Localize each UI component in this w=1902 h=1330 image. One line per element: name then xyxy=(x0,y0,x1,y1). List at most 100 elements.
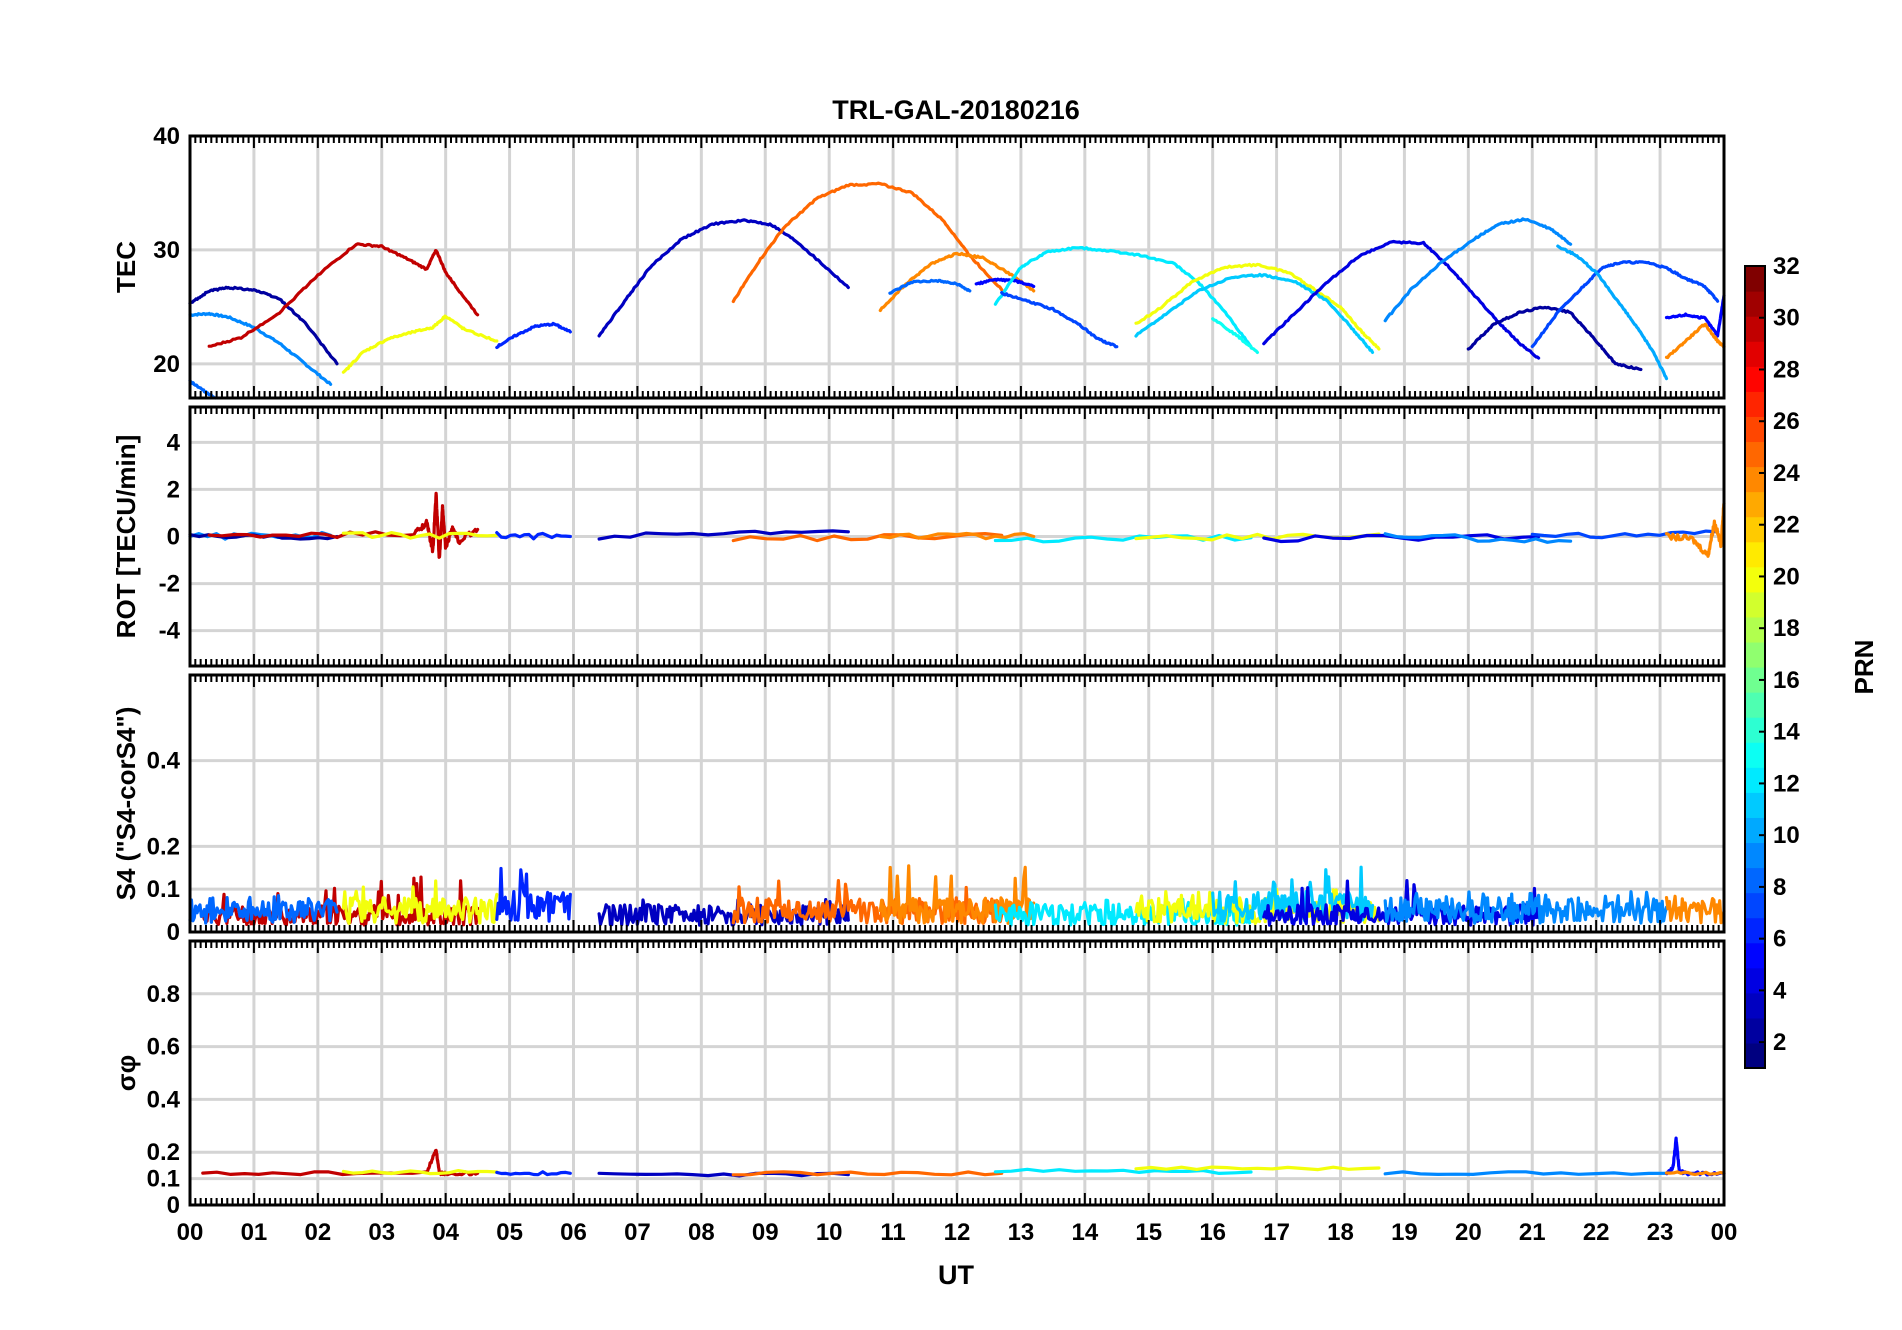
y-tick-label: 0.4 xyxy=(147,1086,181,1113)
colorbar-cell xyxy=(1745,892,1765,919)
x-tick-label: 08 xyxy=(688,1219,715,1246)
minor-ticks xyxy=(189,407,1725,666)
series-prn-3 xyxy=(597,1171,850,1178)
x-tick-label: 14 xyxy=(1071,1219,1098,1246)
series-prn-25 xyxy=(731,181,1004,304)
series-prn-6 xyxy=(495,1170,572,1177)
x-tick-label: 21 xyxy=(1519,1219,1546,1246)
series-prn-25 xyxy=(731,1170,1004,1177)
colorbar-tick-label: 8 xyxy=(1773,874,1786,901)
series-prn-24 xyxy=(1664,501,1726,558)
x-tick-label: 00 xyxy=(177,1219,204,1246)
colorbar-cell xyxy=(1745,291,1765,317)
series-prn-3 xyxy=(597,218,850,338)
colorbar-tick-label: 14 xyxy=(1773,719,1800,746)
x-tick-label: 18 xyxy=(1327,1219,1354,1246)
y-axis-label-s4: S4 ("S4-corS4") xyxy=(111,707,141,901)
x-axis-label: UT xyxy=(938,1260,974,1290)
y-axis-label-sigma: σφ xyxy=(111,1055,141,1091)
y-tick-label: 0.1 xyxy=(147,876,180,903)
y-tick-label: 0.2 xyxy=(147,833,180,860)
series-prn-30 xyxy=(201,1148,480,1177)
x-tick-label: 19 xyxy=(1391,1219,1418,1246)
series-prn-7 xyxy=(1530,529,1720,540)
series-group xyxy=(188,864,1726,927)
x-tick-label: 13 xyxy=(1008,1219,1035,1246)
y-tick-label: 2 xyxy=(167,476,180,503)
series-prn-9 xyxy=(1383,217,1573,323)
series-prn-20 xyxy=(341,314,499,374)
x-tick-label: 03 xyxy=(368,1219,395,1246)
x-tick-labels: 00 01 02 03 04 05 06 07 08 09 10 11 12 13 14 15 16 17 18 19… xyxy=(177,1219,1738,1246)
series-prn-5 xyxy=(1664,293,1726,338)
panel-tec: 20 30 40 TEC xyxy=(111,123,1726,400)
series-prn-24 xyxy=(1664,1170,1726,1177)
colorbar-cell xyxy=(1745,942,1765,969)
series-prn-12 xyxy=(993,246,1253,349)
x-tick-label: 05 xyxy=(496,1219,523,1246)
colorbar-cell xyxy=(1745,316,1765,342)
colorbar-tick-label: 2 xyxy=(1773,1029,1786,1056)
x-tick-label: 11 xyxy=(880,1219,905,1246)
colorbar-cell xyxy=(1745,967,1765,994)
y-tick-label: 0 xyxy=(167,524,180,551)
y-tick-label: 0.2 xyxy=(147,1139,180,1166)
series-prn-5 xyxy=(1664,1136,1726,1177)
series-group xyxy=(201,1136,1726,1178)
chart-title: TRL-GAL-20180216 xyxy=(832,95,1080,125)
colorbar-cell xyxy=(1745,867,1765,894)
x-tick-label: 07 xyxy=(624,1219,651,1246)
x-tick-label: 17 xyxy=(1263,1219,1290,1246)
series-prn-20 xyxy=(341,531,499,540)
colorbar-tick-label: 22 xyxy=(1773,512,1800,539)
x-tick-label: 06 xyxy=(560,1219,587,1246)
colorbar-cell xyxy=(1745,441,1765,468)
colorbar-tick-label: 12 xyxy=(1773,770,1800,797)
colorbar-cell xyxy=(1745,491,1765,518)
x-tick-label: 23 xyxy=(1647,1219,1674,1246)
y-tick-label: 40 xyxy=(153,123,180,150)
y-tick-label: 0.8 xyxy=(147,981,180,1008)
series-prn-20 xyxy=(1134,1165,1381,1172)
x-tick-label: 01 xyxy=(241,1219,268,1246)
series-prn-10 xyxy=(1556,244,1669,381)
y-tick-label: 0 xyxy=(167,1192,180,1219)
y-tick-label: -4 xyxy=(159,618,181,645)
series-group xyxy=(188,491,1726,559)
colorbar-cell xyxy=(1745,466,1765,493)
minor-ticks xyxy=(189,675,1725,932)
colorbar-cell xyxy=(1745,566,1765,593)
series-prn-24 xyxy=(878,864,1036,925)
colorbar-cell xyxy=(1745,917,1765,944)
colorbar-cell xyxy=(1745,667,1765,693)
series-prn-20 xyxy=(1134,262,1381,351)
series-prn-7 xyxy=(1000,291,1119,349)
colorbar-tick-label: 28 xyxy=(1773,356,1800,383)
colorbar-tick-label: 16 xyxy=(1773,667,1800,694)
y-axis-label-rot: ROT [TECU/min] xyxy=(111,435,141,639)
colorbar-cell xyxy=(1745,391,1765,417)
colorbar-cell xyxy=(1745,692,1765,718)
colorbar-tick-label: 26 xyxy=(1773,408,1800,435)
colorbar-cell xyxy=(1745,742,1765,768)
panel-rot: -4 -2 0 2 4 ROT [TECU/min] xyxy=(111,405,1726,668)
minor-ticks xyxy=(189,136,1725,398)
colorbar-cell xyxy=(1745,842,1765,869)
y-tick-label: 0.6 xyxy=(147,1034,180,1061)
y-tick-label: 0 xyxy=(167,919,180,946)
x-tick-label: 16 xyxy=(1199,1219,1226,1246)
series-prn-24 xyxy=(1664,894,1726,925)
x-tick-label: 20 xyxy=(1455,1219,1482,1246)
series-prn-8 xyxy=(888,278,972,295)
series-prn-6 xyxy=(495,866,572,923)
panel-s4: 0 0.1 0.2 0.4S4 ("S4-corS4") xyxy=(111,673,1726,946)
series-prn-11 xyxy=(1134,272,1375,354)
colorbar-cell xyxy=(1745,792,1765,818)
y-tick-label: 20 xyxy=(153,351,180,378)
series-prn-12 xyxy=(993,1167,1253,1175)
x-tick-label: 22 xyxy=(1583,1219,1610,1246)
y-tick-label: 0.4 xyxy=(147,748,181,775)
